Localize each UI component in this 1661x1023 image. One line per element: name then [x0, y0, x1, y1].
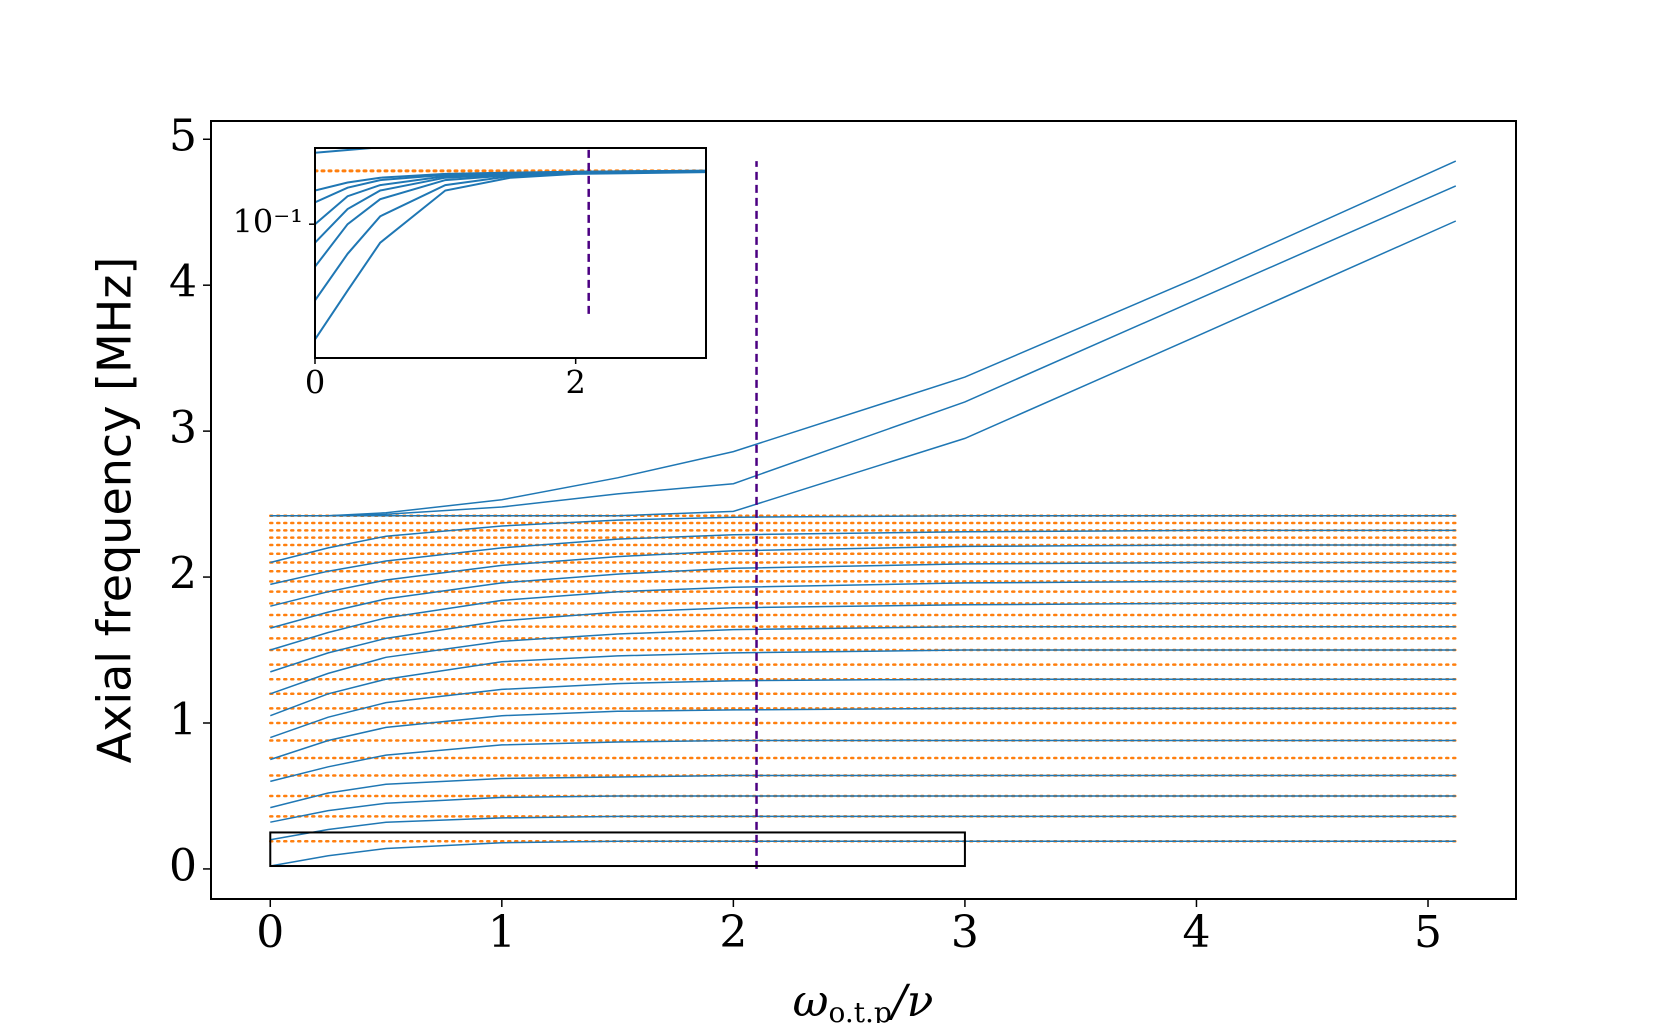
y-tick-label: 5	[169, 111, 197, 162]
x-label-rest: /ν	[888, 976, 934, 1023]
y-tick-label: 4	[169, 257, 197, 308]
y-tick-label: 10⁻¹	[233, 203, 303, 241]
zoom-box	[269, 831, 966, 868]
x-tick-label: 2	[565, 363, 585, 401]
x-tick-label: 0	[256, 907, 284, 958]
main-frame	[210, 120, 1517, 900]
series-line	[270, 795, 1456, 823]
series-line	[270, 840, 1456, 867]
y-tick-label: 1	[169, 694, 197, 745]
x-axis-label: ωo.t.p/ν	[793, 976, 934, 1023]
main-plot	[269, 160, 1458, 867]
series-line	[270, 678, 1456, 739]
x-tick-label: 2	[719, 907, 747, 958]
series-line	[270, 815, 1456, 841]
series-line	[270, 602, 1456, 673]
inset-background	[315, 148, 706, 358]
x-tick-label: 0	[305, 363, 325, 401]
series-line	[270, 774, 1456, 809]
inset-frame	[314, 147, 707, 359]
x-label-main: ω	[793, 976, 829, 1023]
series-line	[270, 544, 1456, 607]
x-label-sub: o.t.p	[828, 996, 891, 1023]
series-line	[315, 169, 706, 192]
series-line	[270, 529, 1456, 586]
x-tick-label: 4	[1182, 907, 1210, 958]
x-tick-label: 1	[488, 907, 516, 958]
series-line	[270, 707, 1456, 761]
inset-plot	[315, 148, 706, 340]
y-axis-label: Axial frequency [MHz]	[88, 257, 142, 764]
x-tick-label: 5	[1414, 907, 1442, 958]
series-line	[270, 649, 1456, 717]
series-line	[270, 561, 1456, 629]
y-tick-label: 0	[169, 840, 197, 891]
series-line	[270, 739, 1456, 783]
series-line	[270, 515, 1456, 564]
y-tick-label: 2	[169, 549, 197, 600]
series-line	[270, 580, 1456, 651]
series-line	[270, 220, 1457, 517]
series-line	[270, 625, 1456, 695]
x-tick-label: 3	[951, 907, 979, 958]
y-tick-label: 3	[169, 403, 197, 454]
